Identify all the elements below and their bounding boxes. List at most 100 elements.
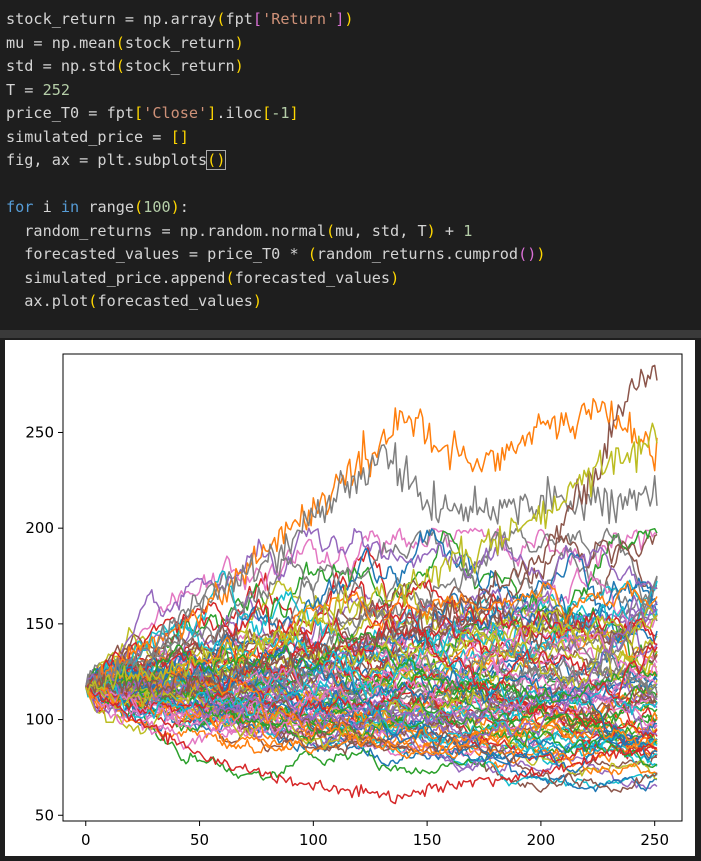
series-line-70 bbox=[85, 663, 658, 763]
series-line-50 bbox=[85, 580, 658, 701]
cell-divider bbox=[0, 330, 701, 338]
series-line-90 bbox=[85, 643, 658, 746]
code-line[interactable]: mu = np.mean(stock_return) bbox=[6, 32, 244, 55]
code-token: i bbox=[33, 198, 61, 216]
series-line-30 bbox=[85, 683, 658, 793]
code-line[interactable]: for i in range(100): bbox=[6, 196, 189, 219]
plot-frame bbox=[62, 353, 683, 822]
code-token: simulated_price.append bbox=[6, 268, 226, 287]
output-cell: 0 50 100 150 200 250 50 100 150 200 250 bbox=[5, 340, 695, 856]
series-line-92 bbox=[85, 632, 658, 704]
code-token: 'Return' bbox=[262, 10, 336, 28]
code-token: ) bbox=[390, 268, 400, 287]
code-cell[interactable]: stock_return = np.array(fpt['Return']) mu… bbox=[0, 0, 701, 330]
series-line-74 bbox=[85, 527, 658, 688]
code-token: () bbox=[518, 245, 537, 263]
series-line-98 bbox=[85, 686, 658, 805]
code-token: 252 bbox=[42, 80, 71, 99]
code-line[interactable]: stock_return = np.array(fpt['Return']) bbox=[6, 8, 354, 31]
series-line-23 bbox=[85, 627, 658, 760]
series-line-96 bbox=[85, 442, 658, 691]
series-line-97 bbox=[85, 364, 658, 694]
code-token: forecasted_values bbox=[97, 292, 253, 310]
code-token: 1 bbox=[463, 221, 473, 240]
code-token: stock_return bbox=[124, 33, 235, 52]
code-token: ] bbox=[335, 10, 345, 28]
code-token: ) bbox=[252, 292, 263, 310]
code-token: range bbox=[79, 198, 135, 216]
x-tick-label: 100 bbox=[299, 831, 328, 849]
code-token: simulated_price = bbox=[6, 127, 171, 146]
code-line[interactable]: simulated_price.append(forecasted_values… bbox=[6, 267, 399, 290]
x-tick-label: 50 bbox=[190, 831, 209, 849]
code-token: random_returns = np.random.normal bbox=[6, 221, 327, 240]
code-token: ) bbox=[234, 33, 244, 52]
code-token: random_returns.cumprod bbox=[316, 245, 519, 263]
code-token: for bbox=[6, 198, 34, 216]
x-tick-label: 0 bbox=[81, 831, 91, 849]
code-token: [] bbox=[170, 127, 189, 146]
series-line-89 bbox=[85, 630, 658, 719]
code-token: ( bbox=[115, 33, 125, 52]
code-line[interactable]: std = np.std(stock_return) bbox=[6, 55, 244, 78]
code-token: ) bbox=[234, 57, 244, 75]
series-line-39 bbox=[85, 579, 658, 738]
code-token: forecasted_values bbox=[234, 268, 391, 287]
code-token: .iloc bbox=[216, 104, 263, 122]
code-token: ax.plot bbox=[6, 292, 89, 310]
code-line[interactable]: simulated_price = [] bbox=[6, 126, 189, 149]
code-token: fpt bbox=[225, 10, 253, 28]
code-line[interactable]: ax.plot(forecasted_values) bbox=[6, 290, 262, 313]
code-token: ] bbox=[207, 104, 217, 122]
code-line[interactable]: T = 252 bbox=[6, 79, 70, 102]
code-token: : bbox=[179, 198, 189, 216]
code-token: fig, ax = plt.subplots bbox=[6, 151, 208, 169]
series-line-60 bbox=[85, 528, 658, 712]
x-tick-label: 200 bbox=[527, 831, 556, 849]
y-tick-label: 50 bbox=[35, 806, 54, 824]
code-token: ( bbox=[88, 292, 98, 310]
code-token: in bbox=[60, 198, 80, 216]
axes-layer: 0 50 100 150 200 250 50 100 150 200 250 bbox=[25, 423, 669, 849]
x-tick-label: 250 bbox=[640, 831, 669, 849]
code-line[interactable]: fig, ax = plt.subplots() bbox=[6, 149, 227, 172]
code-token: [ bbox=[262, 104, 272, 122]
code-token: ( bbox=[216, 10, 226, 28]
code-token: T = bbox=[6, 80, 43, 99]
code-token: ( bbox=[326, 221, 336, 240]
code-token: ( bbox=[115, 57, 125, 75]
code-token: ) bbox=[170, 198, 180, 216]
code-token: stock_return bbox=[124, 57, 235, 75]
y-tick-label: 250 bbox=[25, 423, 54, 441]
series-line-94 bbox=[85, 595, 658, 742]
code-token: ] bbox=[289, 104, 299, 122]
code-token: forecasted_values = price_T0 * bbox=[6, 245, 308, 263]
code-token: stock_return = np.array bbox=[6, 10, 217, 28]
y-tick-label: 100 bbox=[25, 711, 54, 729]
code-token: [ bbox=[134, 104, 144, 122]
code-token: std = np.std bbox=[6, 57, 116, 75]
code-token: ( bbox=[134, 198, 144, 216]
code-line[interactable]: price_T0 = fpt['Close'].iloc[-1] bbox=[6, 102, 299, 125]
code-token: ) bbox=[426, 221, 436, 240]
code-token: [ bbox=[252, 10, 263, 28]
x-tick-label: 150 bbox=[413, 831, 442, 849]
series-line-91 bbox=[85, 670, 658, 760]
code-line[interactable]: random_returns = np.random.normal(mu, st… bbox=[6, 220, 472, 243]
code-token: mu = np.mean bbox=[6, 33, 116, 52]
series-line-79 bbox=[85, 619, 658, 752]
code-token: -1 bbox=[271, 104, 290, 122]
series-line-76 bbox=[85, 658, 658, 729]
series-line-67 bbox=[85, 602, 658, 694]
series-line-93 bbox=[85, 598, 658, 699]
code-token: () bbox=[206, 150, 227, 170]
code-token: 'Close' bbox=[143, 104, 208, 122]
y-tick-label: 200 bbox=[25, 519, 54, 537]
code-token: ( bbox=[307, 245, 317, 263]
code-line[interactable]: forecasted_values = price_T0 * (random_r… bbox=[6, 243, 545, 266]
y-tick-label: 150 bbox=[25, 615, 54, 633]
series-layer bbox=[85, 364, 658, 805]
series-line-95 bbox=[85, 398, 658, 700]
line-chart: 0 50 100 150 200 250 50 100 150 200 250 bbox=[25, 353, 683, 849]
series-line-68 bbox=[85, 614, 658, 702]
